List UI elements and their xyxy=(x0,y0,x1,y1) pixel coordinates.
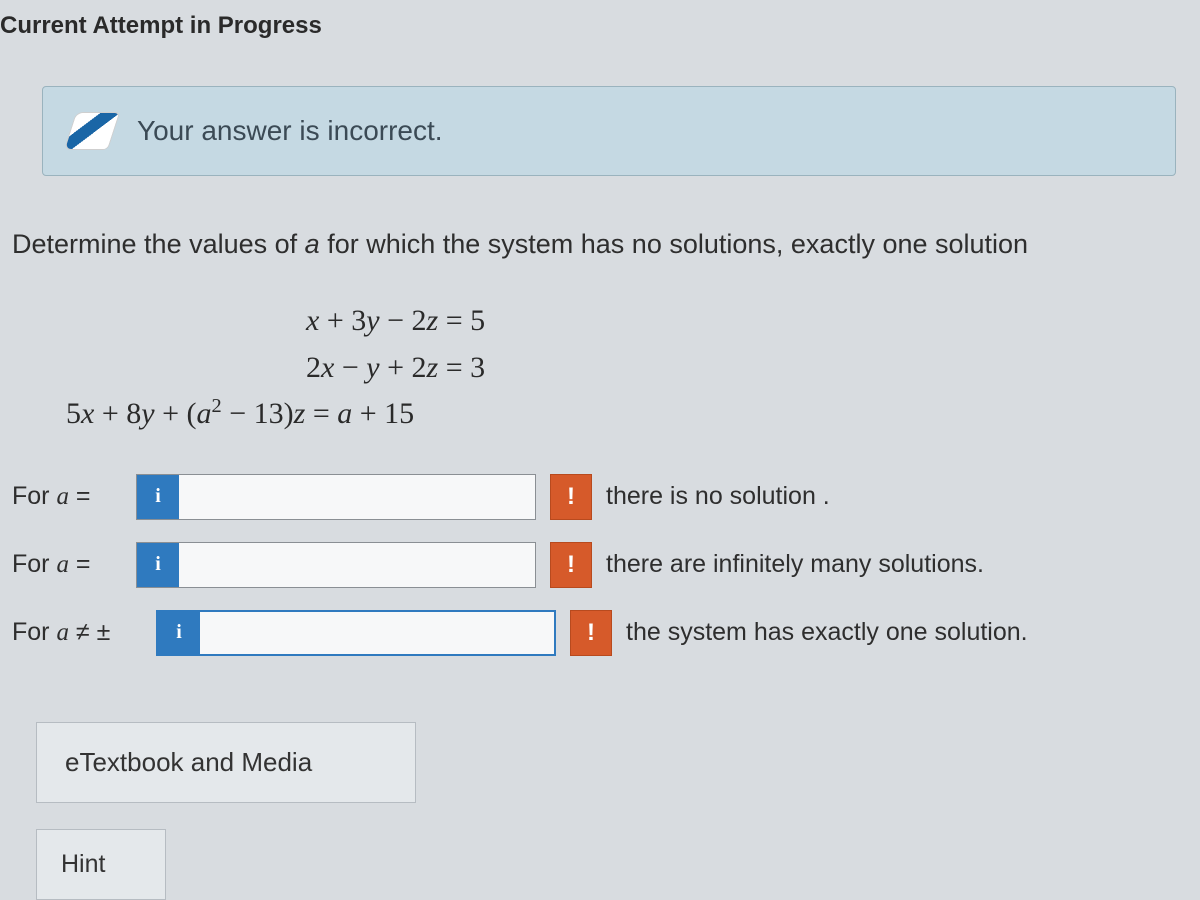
equation-2: 2x − y + 2z = 3 xyxy=(6,345,1194,392)
hint-button[interactable]: Hint xyxy=(36,829,166,900)
error-icon: ! xyxy=(550,474,592,520)
answer-row-no-solution: For a = i ! there is no solution . xyxy=(12,474,1194,520)
answer-input-one-solution[interactable] xyxy=(200,612,554,654)
row-label-prefix: For xyxy=(12,482,56,510)
answer-row-one-solution: For a ≠ ± i ! the system has exactly one… xyxy=(12,610,1194,656)
answer-input-no-solution[interactable] xyxy=(179,475,535,519)
info-icon[interactable]: i xyxy=(137,543,179,587)
incorrect-alert: Your answer is incorrect. xyxy=(42,86,1176,176)
row-label-var: a xyxy=(56,619,69,646)
answer-input-wrap: i xyxy=(136,542,536,588)
answer-input-infinite[interactable] xyxy=(179,543,535,587)
info-icon[interactable]: i xyxy=(158,612,200,654)
row-label-var: a xyxy=(56,551,69,578)
answer-rows: For a = i ! there is no solution . For a… xyxy=(6,466,1194,698)
page-title: Current Attempt in Progress xyxy=(0,0,1200,58)
row-tail: there is no solution . xyxy=(606,482,830,511)
question-content: Your answer is incorrect. Determine the … xyxy=(0,86,1200,900)
row-label-rel: = xyxy=(69,550,91,578)
answer-row-infinite: For a = i ! there are infinitely many so… xyxy=(12,542,1194,588)
prompt-var: a xyxy=(305,229,320,259)
row-tail: the system has exactly one solution. xyxy=(626,618,1028,647)
question-prompt: Determine the values of a for which the … xyxy=(6,216,1194,286)
row-label: For a = xyxy=(12,550,122,579)
etextbook-button[interactable]: eTextbook and Media xyxy=(36,722,416,803)
equation-1: x + 3y − 2z = 5 xyxy=(6,298,1194,345)
row-label-rel: = xyxy=(69,482,91,510)
row-label: For a = xyxy=(12,482,122,511)
prompt-prefix: Determine the values of xyxy=(12,229,305,259)
row-label-prefix: For xyxy=(12,550,56,578)
answer-input-wrap: i xyxy=(136,474,536,520)
info-icon[interactable]: i xyxy=(137,475,179,519)
row-tail: there are infinitely many solutions. xyxy=(606,550,984,579)
flag-icon xyxy=(65,113,119,149)
prompt-suffix: for which the system has no solutions, e… xyxy=(320,229,1028,259)
answer-input-wrap: i xyxy=(156,610,556,656)
equation-3: 5x + 8y + (a2 − 13)z = a + 15 xyxy=(6,391,1194,438)
row-label: For a ≠ ± xyxy=(12,618,142,647)
alert-message: Your answer is incorrect. xyxy=(137,115,443,147)
error-icon: ! xyxy=(550,542,592,588)
row-label-var: a xyxy=(56,483,69,510)
equation-block: x + 3y − 2z = 5 2x − y + 2z = 3 5x + 8y … xyxy=(6,286,1194,466)
error-icon: ! xyxy=(570,610,612,656)
row-label-rel: ≠ ± xyxy=(69,618,110,646)
row-label-prefix: For xyxy=(12,618,56,646)
